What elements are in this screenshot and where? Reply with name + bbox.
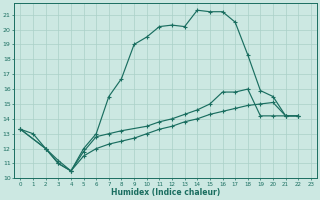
X-axis label: Humidex (Indice chaleur): Humidex (Indice chaleur) [111, 188, 220, 197]
